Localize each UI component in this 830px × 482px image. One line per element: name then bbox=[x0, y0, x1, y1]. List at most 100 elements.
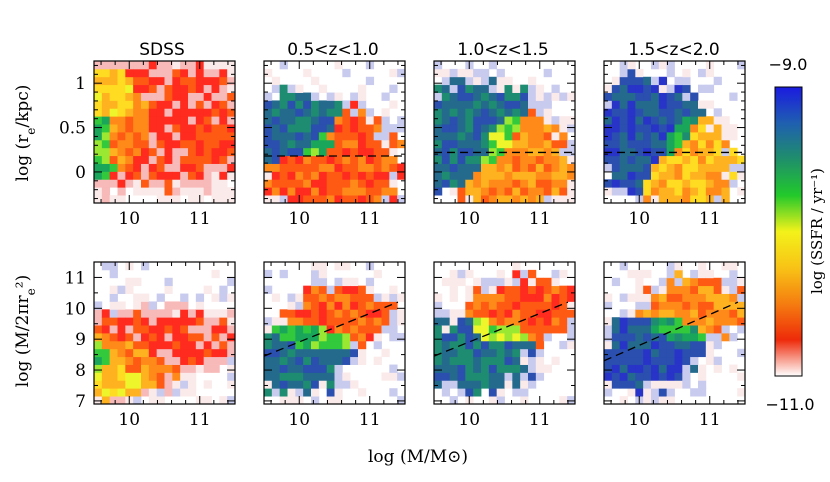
heatmap-cell bbox=[264, 364, 273, 373]
heatmap-cell bbox=[658, 139, 668, 149]
heatmap-cell bbox=[619, 325, 628, 334]
heatmap-cell bbox=[465, 309, 474, 318]
heatmap-cell bbox=[109, 163, 118, 172]
heatmap-cell bbox=[567, 163, 576, 172]
heatmap-cell bbox=[434, 187, 443, 196]
heatmap-cell bbox=[619, 364, 628, 373]
heatmap-cell bbox=[551, 293, 560, 302]
heatmap-cell bbox=[133, 309, 142, 318]
heatmap-cell bbox=[535, 301, 545, 310]
heatmap-cell bbox=[271, 163, 281, 172]
heatmap-cell bbox=[520, 317, 529, 326]
heatmap-cell bbox=[567, 396, 576, 405]
heatmap-cell bbox=[303, 195, 312, 204]
heatmap-cell bbox=[117, 356, 126, 365]
heatmap-cell bbox=[434, 372, 443, 381]
heatmap-cell bbox=[303, 187, 312, 196]
heatmap-cell bbox=[227, 317, 236, 326]
heatmap-cell bbox=[535, 84, 545, 93]
heatmap-cell bbox=[109, 325, 118, 334]
heatmap-cell bbox=[488, 155, 498, 164]
heatmap-cell bbox=[172, 171, 181, 180]
heatmap-cell bbox=[635, 340, 644, 350]
heatmap-cell bbox=[682, 372, 691, 381]
heatmap-cell bbox=[295, 155, 304, 164]
heatmap-cell bbox=[465, 356, 474, 365]
heatmap-cell bbox=[227, 92, 236, 101]
heatmap-cell bbox=[227, 100, 236, 109]
heatmap-cell bbox=[303, 92, 312, 101]
heatmap-cell bbox=[690, 124, 699, 133]
heatmap-cell bbox=[211, 100, 220, 109]
heatmap-cell bbox=[164, 325, 173, 334]
heatmap-cell bbox=[219, 108, 228, 117]
heatmap-cell bbox=[504, 333, 513, 342]
heatmap-cell bbox=[465, 163, 474, 172]
heatmap-cell bbox=[133, 61, 142, 70]
heatmap-cell bbox=[666, 155, 675, 164]
heatmap-cell bbox=[481, 356, 490, 365]
heatmap-cell bbox=[666, 380, 675, 389]
heatmap-cell bbox=[365, 108, 375, 117]
heatmap-cell bbox=[666, 388, 675, 397]
heatmap-cell bbox=[350, 285, 359, 294]
heatmap-cell bbox=[350, 179, 359, 188]
heatmap-cell bbox=[164, 171, 173, 180]
heatmap-cell bbox=[729, 309, 738, 318]
heatmap-cell bbox=[674, 325, 683, 334]
heatmap-cell bbox=[504, 325, 513, 334]
heatmap-cell bbox=[651, 132, 660, 141]
heatmap-cell bbox=[188, 364, 197, 373]
heatmap-cell bbox=[180, 116, 189, 125]
heatmap-cell bbox=[279, 61, 288, 70]
heatmap-cell bbox=[651, 100, 660, 109]
heatmap-cell bbox=[535, 179, 545, 188]
heatmap-cell bbox=[658, 356, 668, 365]
heatmap-cell bbox=[94, 187, 103, 196]
heatmap-cell bbox=[535, 116, 545, 125]
heatmap-cell bbox=[389, 100, 398, 109]
heatmap-cell bbox=[117, 92, 126, 101]
heatmap-cell bbox=[279, 155, 288, 164]
x-tick-label: 10 bbox=[628, 410, 650, 430]
heatmap-cell bbox=[473, 124, 482, 133]
heatmap-cell bbox=[434, 68, 443, 78]
heatmap-cell bbox=[141, 348, 150, 358]
heatmap-cell bbox=[311, 187, 320, 196]
heatmap-cell bbox=[698, 269, 707, 279]
heatmap-cell bbox=[449, 124, 458, 133]
heatmap-cell bbox=[627, 325, 636, 334]
heatmap-cell bbox=[465, 380, 474, 389]
heatmap-cell bbox=[713, 139, 722, 149]
heatmap-cell bbox=[713, 364, 722, 373]
heatmap-cell bbox=[449, 364, 458, 373]
heatmap-cell bbox=[543, 171, 552, 180]
heatmap-cell bbox=[504, 195, 513, 204]
heatmap-cell bbox=[504, 277, 513, 287]
heatmap-cell bbox=[666, 163, 675, 172]
heatmap-cell bbox=[326, 124, 335, 133]
heatmap-cell bbox=[141, 364, 150, 373]
heatmap-cell bbox=[512, 171, 521, 180]
heatmap-cell bbox=[481, 100, 490, 109]
heatmap-cell bbox=[180, 380, 189, 389]
heatmap-cell bbox=[334, 124, 343, 133]
heatmap-cell bbox=[264, 187, 273, 196]
panel-density-3: 10 11 bbox=[603, 261, 746, 430]
heatmap-cell bbox=[381, 325, 390, 334]
heatmap-cell bbox=[619, 309, 628, 318]
heatmap-cell bbox=[109, 139, 118, 149]
heatmap-cell bbox=[721, 116, 730, 125]
heatmap-cell bbox=[148, 124, 158, 133]
heatmap-cell bbox=[350, 293, 359, 302]
heatmap-cell bbox=[604, 325, 613, 334]
heatmap-cell bbox=[148, 388, 158, 397]
heatmap-cell bbox=[528, 372, 537, 381]
heatmap-cell bbox=[109, 317, 118, 326]
heatmap-cell bbox=[172, 163, 181, 172]
heatmap-cell bbox=[101, 84, 111, 93]
heatmap-cell bbox=[737, 348, 746, 358]
heatmap-cell bbox=[528, 269, 537, 279]
heatmap-cell bbox=[141, 356, 150, 365]
heatmap-cell bbox=[457, 309, 466, 318]
